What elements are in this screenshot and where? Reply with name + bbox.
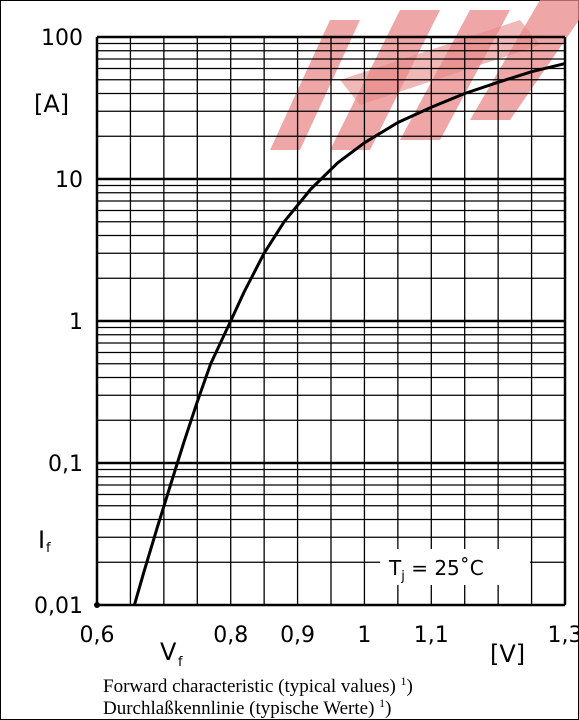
x-axis-label: V — [160, 638, 177, 666]
caption-english: Forward characteristic (typical values) … — [103, 674, 413, 697]
x-axis-label-sub: f — [178, 655, 183, 670]
y-tick-label: 10 — [55, 168, 83, 193]
x-tick-label: 1,3 — [548, 623, 579, 648]
y-tick-label: 100 — [41, 26, 83, 51]
grid-lines — [95, 35, 567, 607]
annotation-box — [380, 549, 530, 585]
annotation-temperature: Tj = 25˚C — [388, 556, 484, 584]
x-tick-label: 0,8 — [213, 623, 248, 648]
x-tick-label: 1,1 — [414, 623, 449, 648]
tick-labels: 0,01 0,1 1 10 100 0,6 0,8 0,9 1 1,1 1,3 — [34, 26, 579, 648]
forward-characteristic-curve — [132, 62, 566, 606]
x-tick-label: 0,9 — [280, 623, 315, 648]
x-tick-label: 0,6 — [80, 623, 115, 648]
origin-marker — [94, 602, 100, 608]
y-tick-label: 0,01 — [34, 594, 83, 619]
y-tick-label: 0,1 — [48, 452, 83, 477]
y-axis-label-sub: f — [46, 541, 51, 556]
y-tick-label: 1 — [69, 310, 83, 335]
caption-german: Durchlaßkennlinie (typische Werte) 1) — [103, 696, 392, 719]
y-unit-label: [A] — [34, 90, 69, 118]
x-tick-label: 1 — [357, 623, 371, 648]
x-unit-label: [V] — [490, 640, 525, 668]
watermark-logo — [270, 0, 579, 150]
y-axis-label: I — [38, 526, 45, 554]
